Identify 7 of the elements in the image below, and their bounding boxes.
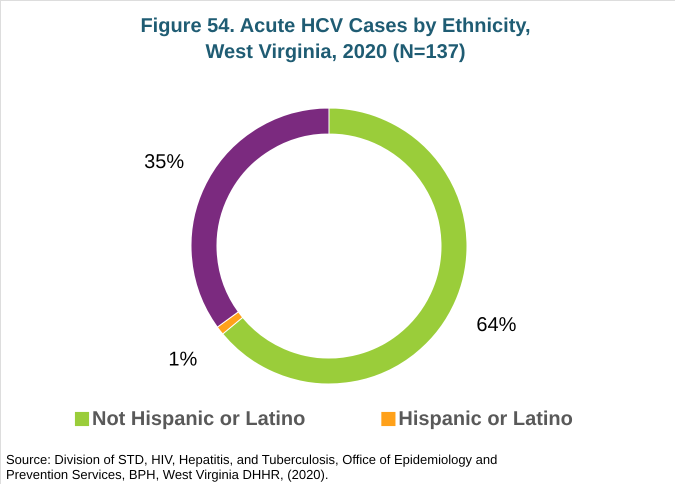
- chart-title: Figure 54. Acute HCV Cases by Ethnicity, West Virginia, 2020 (N=137): [140, 15, 531, 63]
- data-label: 35%: [144, 151, 184, 174]
- data-label: 64%: [476, 314, 517, 336]
- data-label: 1%: [168, 348, 198, 370]
- legend-label: Hispanic or Latino: [398, 408, 573, 430]
- legend-label: Not Hispanic or Latino: [92, 408, 306, 430]
- source-note: Source: Division of STD, HIV, Hepatitis, and Tuberculosis, Office of Epidemiology and Prevention Services, BPH, West Virginia DHHR, (2020).: [6, 452, 498, 482]
